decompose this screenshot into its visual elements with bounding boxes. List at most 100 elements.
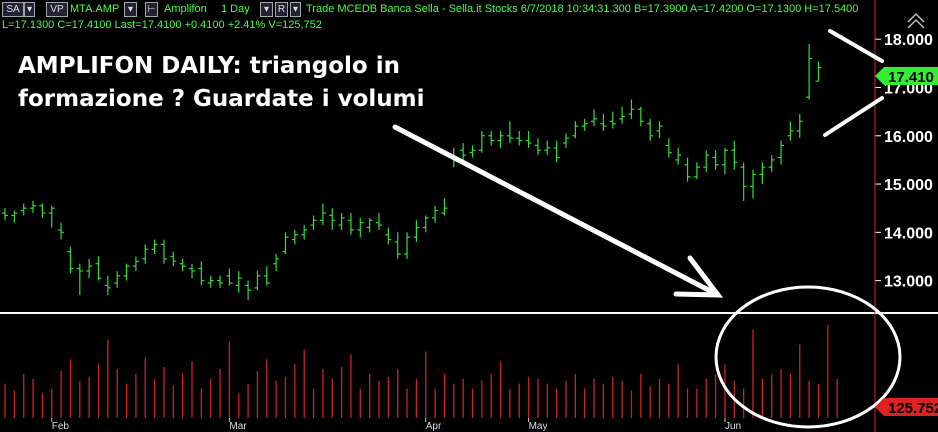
symbol-link-icon[interactable]: ⊢ xyxy=(145,2,158,17)
ohlc-bar xyxy=(2,208,8,221)
ohlc-bar xyxy=(291,229,298,245)
ohlc-bar xyxy=(95,256,102,281)
ohlc-bar xyxy=(693,162,700,180)
ohlc-bar xyxy=(385,227,392,245)
x-axis-label: Mar xyxy=(229,421,247,432)
ohlc-bar xyxy=(759,162,766,185)
sa-dropdown-arrow-icon[interactable]: ▾ xyxy=(24,2,35,17)
ohlc-bar xyxy=(572,121,579,139)
x-axis-label: Feb xyxy=(52,421,70,432)
ohlc-bar xyxy=(404,232,411,259)
ohlc-bar xyxy=(58,222,65,240)
symbol-dropdown-icon[interactable]: ▾ xyxy=(124,2,137,17)
ohlc-bar xyxy=(114,270,121,288)
ohlc-bar xyxy=(263,266,270,286)
ohlc-bar xyxy=(254,270,261,291)
ohlc-bar xyxy=(189,263,195,279)
sa-button[interactable]: SA xyxy=(2,2,24,17)
x-axis-label: Jun xyxy=(725,421,741,432)
annotation-volume-circle xyxy=(714,285,902,429)
ohlc-bar xyxy=(310,215,317,230)
symbol-label: MTA.AMP xyxy=(70,3,120,15)
annotation-arrow-main xyxy=(392,124,724,298)
ohlc-bar xyxy=(30,200,37,214)
price-tick-label: 14.000 xyxy=(884,225,933,242)
ohlc-bar xyxy=(656,121,663,139)
ohlc-bar xyxy=(123,263,130,281)
ohlc-bar xyxy=(581,118,588,131)
r-button[interactable]: R xyxy=(275,2,288,17)
ohlc-bar xyxy=(441,198,448,216)
ohlc-bar xyxy=(768,155,775,172)
ohlc-bar xyxy=(357,217,364,238)
ohlc-bar xyxy=(506,121,513,144)
ohlc-bar xyxy=(525,130,532,148)
ohlc-bar xyxy=(609,111,616,129)
ohlc-bar xyxy=(796,114,803,139)
ohlc-bar xyxy=(198,261,205,286)
quote-info: Trade MCEDB Banca Sella - Sella.it Stock… xyxy=(306,3,859,15)
ohlc-bar xyxy=(104,275,111,296)
volume-bars xyxy=(4,324,838,418)
ohlc-bar xyxy=(534,138,541,156)
last-volume-label: 125.752 xyxy=(888,400,938,417)
ohlc-bar xyxy=(619,106,626,124)
price-tick-label: 18.000 xyxy=(884,32,933,49)
x-axis-label: Apr xyxy=(426,421,442,432)
vp-button[interactable]: VP xyxy=(46,2,68,17)
ohlc-bar xyxy=(778,140,785,165)
r-dropdown-icon[interactable]: ▾ xyxy=(290,2,301,17)
ohlc-bar xyxy=(637,106,644,127)
ohlc-bar xyxy=(731,140,738,170)
ohlc-bar xyxy=(721,147,728,175)
interval-label: 1 Day xyxy=(221,3,250,15)
x-axis-label: May xyxy=(529,421,548,432)
ohlc-bar xyxy=(703,150,710,172)
ohlc-bar xyxy=(319,203,326,226)
ohlc-bar xyxy=(76,263,83,296)
ohlc-bar xyxy=(740,162,747,201)
interval-dropdown-icon[interactable]: ▾ xyxy=(260,2,273,17)
ohlc-bar xyxy=(553,140,560,163)
ohlc-bar xyxy=(647,118,654,141)
ohlc-bar xyxy=(151,239,158,255)
ohlc-bar xyxy=(497,130,504,148)
last-price-label: 17.410 xyxy=(888,69,934,86)
ohlc-bar xyxy=(86,258,93,279)
ohlc-bar xyxy=(170,251,177,267)
annotation-trendline-lower xyxy=(823,96,884,137)
ohlc-bar xyxy=(394,232,401,259)
ohlc-bar xyxy=(469,145,476,158)
ohlc-bar xyxy=(329,208,336,230)
ohlc-bar xyxy=(815,61,822,82)
ohlc-bar xyxy=(217,275,224,288)
price-tick-label: 15.000 xyxy=(884,177,933,194)
ohlc-bar xyxy=(600,114,607,131)
ohlc-bar xyxy=(750,169,756,199)
ohlc-bar xyxy=(563,133,569,148)
ohlc-bar xyxy=(413,220,420,242)
ohlc-bar xyxy=(665,138,672,158)
ohlc-bar xyxy=(366,217,373,233)
ohlc-bar xyxy=(142,244,149,264)
ohlc-bar xyxy=(39,203,46,218)
ohlc-bar xyxy=(273,254,280,271)
ohlc-bar xyxy=(376,213,382,230)
ohlc-bar xyxy=(301,225,308,240)
ohlc-bar xyxy=(282,232,289,255)
quote-line: L=17.1300 C=17.4100 Last=17.4100 +0.4100… xyxy=(2,19,322,31)
x-axis-labels: Feb Mar Apr May Jun xyxy=(51,418,741,432)
ohlc-bar xyxy=(422,215,429,233)
ohlc-bar xyxy=(684,157,691,182)
ohlc-bar xyxy=(787,121,794,141)
chart-corner-icon[interactable] xyxy=(907,12,925,29)
ohlc-bar xyxy=(628,99,635,119)
ohlc-bar xyxy=(226,268,233,286)
ohlc-bar xyxy=(516,130,523,146)
ohlc-bar xyxy=(347,213,354,235)
price-tick-label: 13.000 xyxy=(884,274,933,291)
ohlc-bar xyxy=(432,205,439,223)
ohlc-bar xyxy=(478,130,485,153)
annotation-trendline-upper xyxy=(828,29,884,63)
